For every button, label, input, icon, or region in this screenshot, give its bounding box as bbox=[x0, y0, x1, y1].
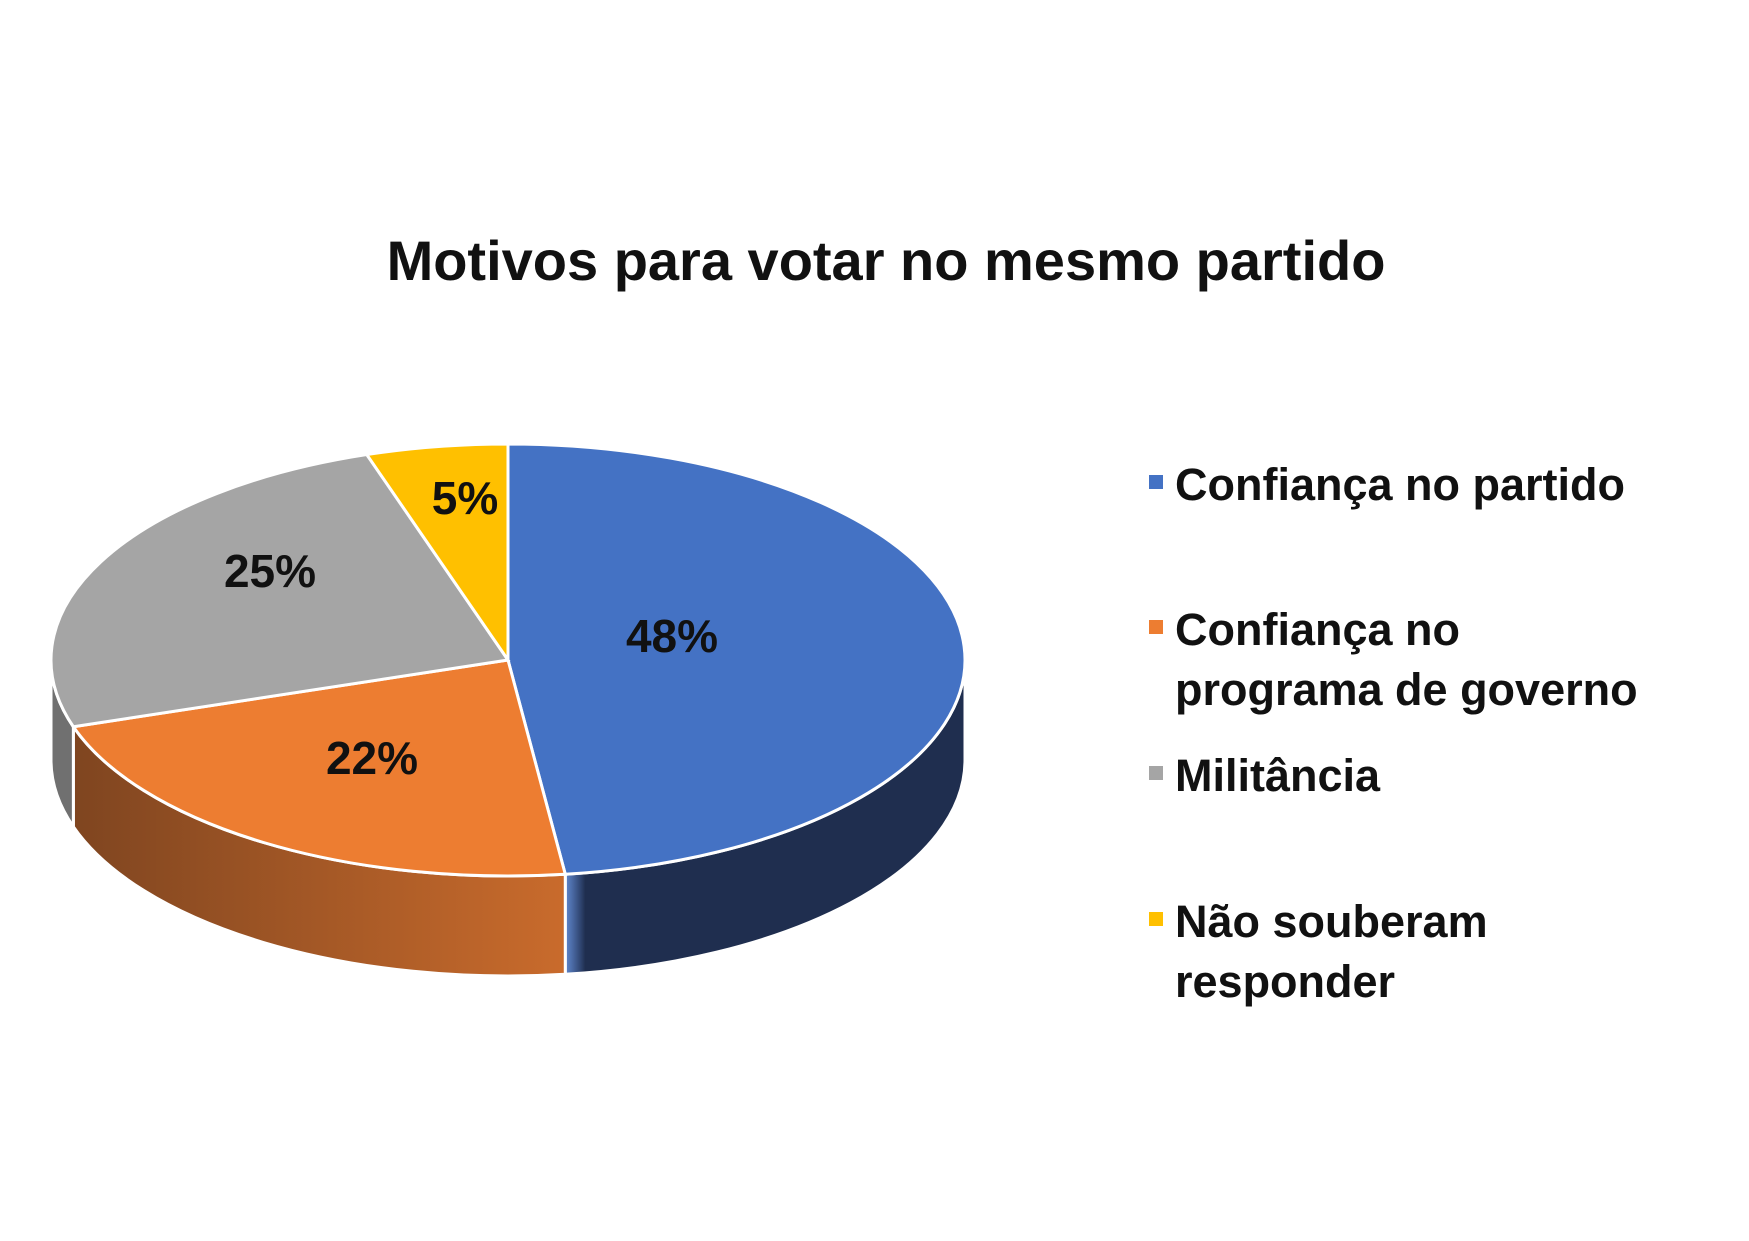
legend-label: Confiança no partido bbox=[1175, 459, 1625, 510]
data-label: 22% bbox=[326, 732, 418, 784]
legend-item: Confiança no partido bbox=[1149, 455, 1625, 515]
pie-slice bbox=[70, 658, 568, 878]
chart-title: Motivos para votar no mesmo partido bbox=[386, 229, 1386, 292]
pie-slice bbox=[49, 452, 511, 729]
legend-item: Militância bbox=[1149, 746, 1380, 806]
data-label: 25% bbox=[224, 545, 316, 597]
legend-swatch bbox=[1149, 475, 1163, 489]
legend-swatch bbox=[1149, 912, 1163, 926]
data-label: 48% bbox=[626, 610, 718, 662]
legend-item: Confiança no programa de governo bbox=[1149, 600, 1638, 720]
pie-slice bbox=[364, 442, 510, 665]
legend-swatch bbox=[1149, 766, 1163, 780]
legend-item: Não souberam responder bbox=[1149, 892, 1488, 1012]
legend-swatch bbox=[1149, 620, 1163, 634]
legend-label: Confiança no programa de governo bbox=[1175, 604, 1638, 715]
data-label: 5% bbox=[432, 472, 498, 524]
legend-label: Militância bbox=[1175, 750, 1381, 801]
pie-slice bbox=[506, 442, 967, 876]
legend-label: Não souberam responder bbox=[1175, 896, 1488, 1007]
